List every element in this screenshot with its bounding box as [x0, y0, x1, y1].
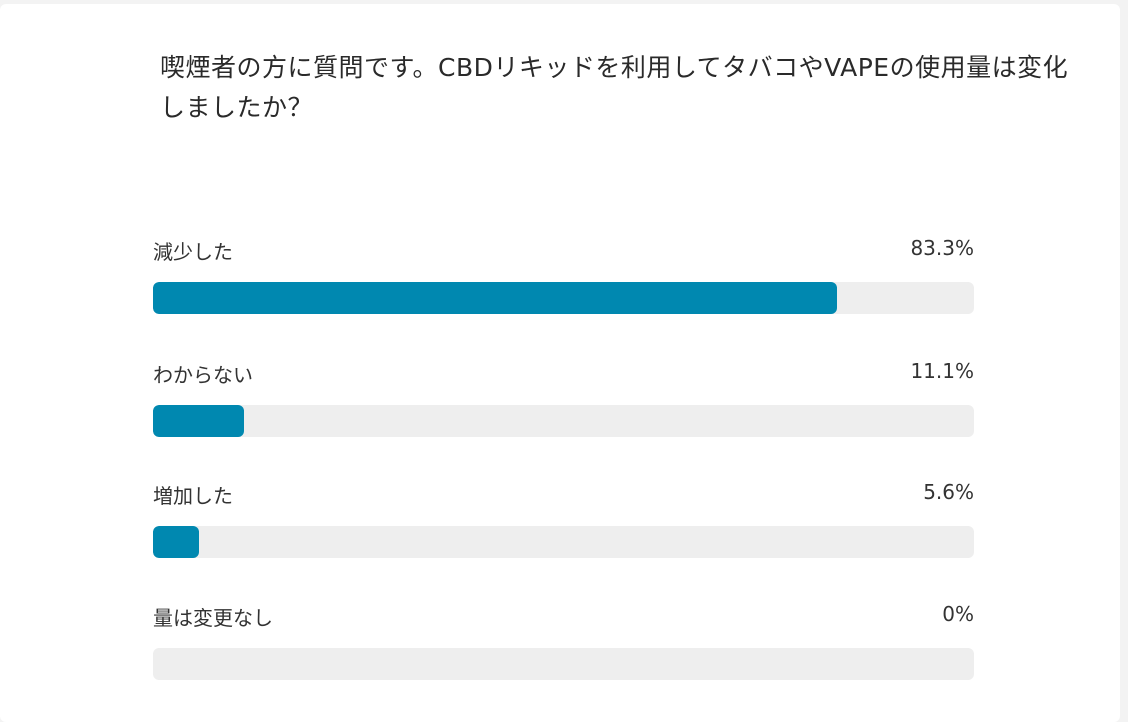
option-label: 量は変更なし	[153, 606, 273, 630]
option-percent: 11.1%	[910, 359, 974, 383]
option-label: わからない	[153, 363, 253, 387]
result-bar-track	[153, 648, 974, 680]
option-percent: 5.6%	[923, 480, 974, 504]
option-percent: 83.3%	[910, 236, 974, 260]
result-bar-fill	[153, 405, 245, 437]
result-bar-fill	[153, 282, 837, 314]
result-bar-track	[153, 405, 974, 437]
option-percent: 0%	[942, 602, 974, 626]
result-bar-fill	[153, 526, 199, 558]
poll-question: 喫煙者の方に質問です。CBDリキッドを利用してタバコやVAPEの使用量は変化しま…	[160, 53, 1069, 122]
result-bar-track	[153, 282, 974, 314]
poll-results-card: 喫煙者の方に質問です。CBDリキッドを利用してタバコやVAPEの使用量は変化しま…	[0, 4, 1120, 722]
option-label: 増加した	[153, 484, 233, 508]
option-label: 減少した	[153, 240, 233, 264]
result-bar-track	[153, 526, 974, 558]
